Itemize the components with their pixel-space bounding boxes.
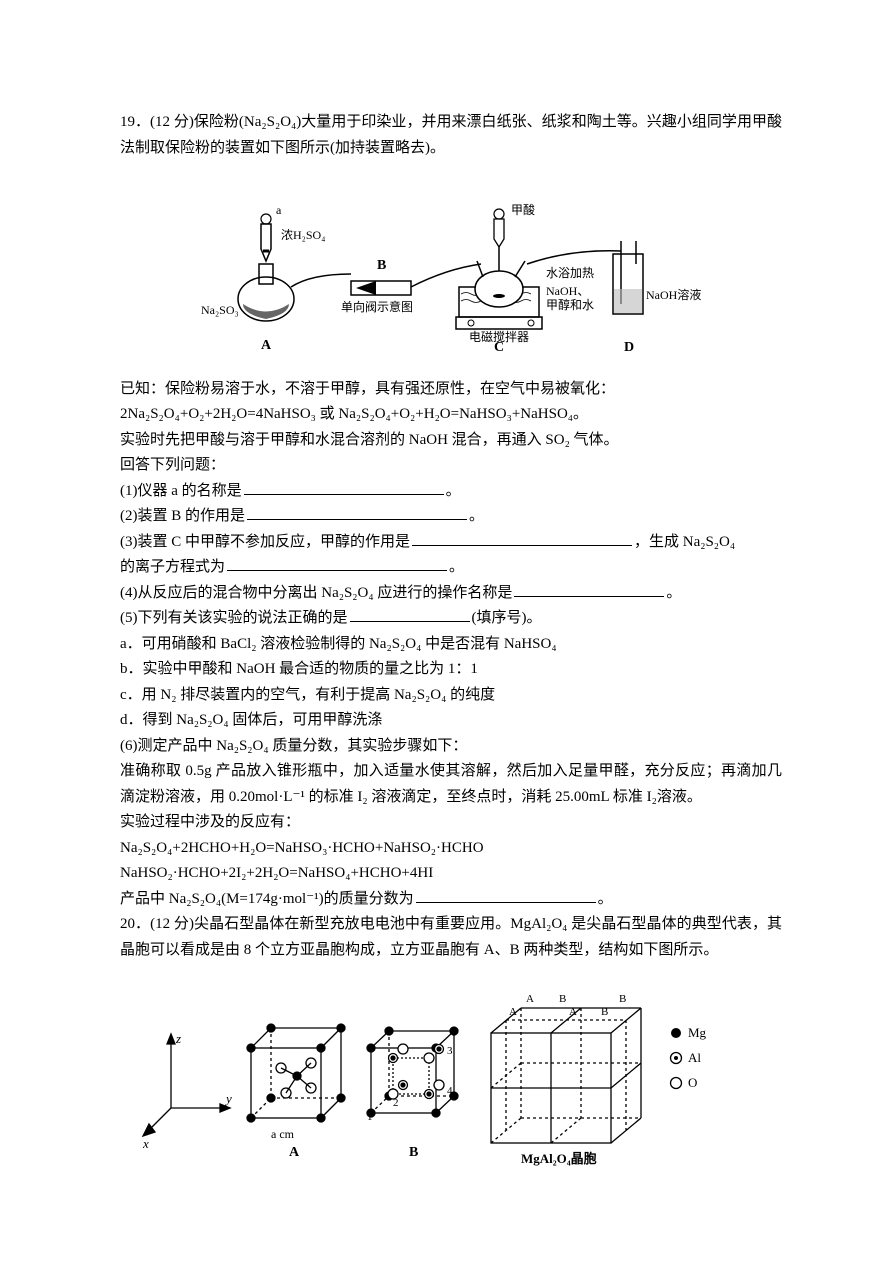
q19-p3b-text: ，生成 Na₂S₂O₄ xyxy=(634,534,735,550)
q19-p4-text: (4)从反应后的混合物中分离出 Na₂S₂O₄ 应进行的操作名称是 xyxy=(120,585,512,601)
q19-step1: 实验时先把甲酸与溶于甲醇和水混合溶剂的 NaOH 混合，再通入 SO₂ 气体。 xyxy=(120,428,782,454)
label-B: B xyxy=(377,258,386,273)
label-valve: 单向阀示意图 xyxy=(341,299,413,314)
label-a: a xyxy=(276,203,282,217)
a-cm: a cm xyxy=(271,1127,295,1141)
big-label-0: A xyxy=(509,1006,517,1018)
blank xyxy=(514,581,664,597)
blank xyxy=(350,606,470,622)
big-label-1: B xyxy=(559,993,566,1005)
q19-p1: (1)仪器 a 的名称是。 xyxy=(120,479,782,505)
label-h2so4: 浓H₂SO₄ xyxy=(281,228,325,242)
q19-p5: (5)下列有关该实验的说法正确的是 (填序号)。 xyxy=(120,606,782,632)
q19-p1-text: (1)仪器 a 的名称是 xyxy=(120,483,242,499)
q19-header: 19．(12 分)保险粉(Na₂S₂O₄)大量用于印染业，并用来漂白纸张、纸浆和… xyxy=(120,110,782,161)
axis-x: x xyxy=(142,1136,149,1151)
q19-p2-text: (2)装置 B 的作用是 xyxy=(120,508,245,524)
b-label-1: 1 xyxy=(367,1111,373,1123)
blank xyxy=(416,887,596,903)
axis-y: y xyxy=(224,1091,232,1106)
q19-apparatus-figure: a 浓H₂SO₄ Na₂SO₃ A B 单向阀示意图 甲酸 水浴加热 NaOH、… xyxy=(120,169,782,369)
q19-p2: (2)装置 B 的作用是。 xyxy=(120,504,782,530)
q19-answer-prompt: 回答下列问题： xyxy=(120,453,782,479)
q19-p3: (3)装置 C 中甲醇不参加反应，甲醇的作用是 ，生成 Na₂S₂O₄ xyxy=(120,530,782,556)
q19-p3a-text: (3)装置 C 中甲醇不参加反应，甲醇的作用是 xyxy=(120,534,410,550)
q19-p6-body1: 准确称取 0.5g 产品放入锥形瓶中，加入适量水使其溶解，然后加入足量甲醛，充分… xyxy=(120,759,782,810)
legend-mg: Mg xyxy=(688,1025,707,1040)
blank xyxy=(227,555,447,571)
label-heating: 水浴加热 xyxy=(546,266,594,280)
q19-p6-eq1: Na₂S₂O₄+2HCHO+H₂O=NaHSO₃·HCHO+NaHSO₂·HCH… xyxy=(120,836,782,862)
q19-known1: 已知：保险粉易溶于水，不溶于甲醇，具有强还原性，在空气中易被氧化： xyxy=(120,377,782,403)
q19-p6-eq2: NaHSO₂·HCHO+2I₂+2H₂O=NaHSO₄+HCHO+4HI xyxy=(120,861,782,887)
b-label-2: 2 xyxy=(393,1097,399,1109)
q19-p5-text: (5)下列有关该实验的说法正确的是 xyxy=(120,610,348,626)
label-methanol: 甲醇和水 xyxy=(546,297,594,312)
q19-opt-d: d．得到 Na₂S₂O₄ 固体后，可用甲醇洗涤 xyxy=(120,708,782,734)
label-A: A xyxy=(261,338,272,353)
q20-crystal-figure: z y x a cm A xyxy=(120,988,782,1178)
label-subcell-A: A xyxy=(289,1145,300,1160)
label-mgal2o4: MgAl₂O₄晶胞 xyxy=(521,1151,597,1166)
big-label-5: B xyxy=(601,1006,608,1018)
big-label-2: A xyxy=(569,1006,577,1018)
label-subcell-B: B xyxy=(409,1145,418,1160)
label-C: C xyxy=(494,340,504,355)
q20-header: 20．(12 分)尖晶石型晶体在新型充放电电池中有重要应用。MgAl₂O₄ 是尖… xyxy=(120,912,782,963)
legend-al: Al xyxy=(688,1050,701,1065)
blank xyxy=(247,504,467,520)
q19-known2: 2Na₂S₂O₄+O₂+2H₂O=4NaHSO₃ 或 Na₂S₂O₄+O₂+H₂… xyxy=(120,402,782,428)
blank xyxy=(244,479,444,495)
blank xyxy=(412,530,632,546)
legend-o: O xyxy=(688,1075,697,1090)
label-formic: 甲酸 xyxy=(511,202,535,217)
q19-p3c: 的离子方程式为。 xyxy=(120,555,782,581)
b-label-3: 3 xyxy=(447,1045,453,1057)
q19-opt-b: b．实验中甲酸和 NaOH 最合适的物质的量之比为 1：1 xyxy=(120,657,782,683)
label-na2so3: Na₂SO₃ xyxy=(201,303,239,317)
big-label-3: B xyxy=(619,993,626,1005)
q19-opt-a: a．可用硝酸和 BaCl₂ 溶液检验制得的 Na₂S₂O₄ 中是否混有 NaHS… xyxy=(120,632,782,658)
q19-p3c-text: 的离子方程式为 xyxy=(120,559,225,575)
axis-z: z xyxy=(175,1031,181,1046)
q19-p5-hint: (填序号)。 xyxy=(472,610,542,626)
q19-p6-q: 产品中 Na₂S₂O₄(M=174g·mol⁻¹)的质量分数为。 xyxy=(120,887,782,913)
label-naoh2: NaOH溶液 xyxy=(646,287,701,302)
label-D: D xyxy=(624,340,634,355)
b-label-4: 4 xyxy=(447,1085,453,1097)
q19-p6-body2: 实验过程中涉及的反应有： xyxy=(120,810,782,836)
big-label-4: A xyxy=(526,993,534,1005)
q19-p4: (4)从反应后的混合物中分离出 Na₂S₂O₄ 应进行的操作名称是。 xyxy=(120,581,782,607)
q19-p6: (6)测定产品中 Na₂S₂O₄ 质量分数，其实验步骤如下： xyxy=(120,734,782,760)
q19-p6-q-text: 产品中 Na₂S₂O₄(M=174g·mol⁻¹)的质量分数为 xyxy=(120,891,414,907)
q19-opt-c: c．用 N₂ 排尽装置内的空气，有利于提高 Na₂S₂O₄ 的纯度 xyxy=(120,683,782,709)
label-naoh1: NaOH、 xyxy=(546,284,589,298)
